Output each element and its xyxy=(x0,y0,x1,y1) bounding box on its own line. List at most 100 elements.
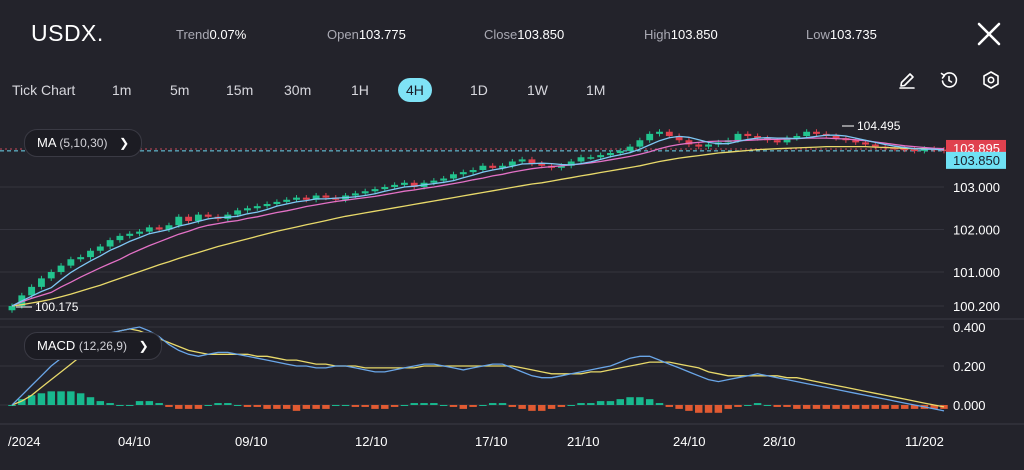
candle-body xyxy=(204,214,212,217)
tab-1d[interactable]: 1D xyxy=(470,82,488,98)
candle-body xyxy=(489,165,497,168)
macd-histogram-bar xyxy=(273,405,281,409)
price-chart[interactable]: 103.000 102.000 101.000 100.200 0.400 0.200 0.… xyxy=(0,115,1024,470)
low-value: 103.735 xyxy=(829,27,877,42)
close-icon[interactable] xyxy=(975,20,1003,48)
macd-histogram-bar xyxy=(538,405,546,411)
macd-label: MACD xyxy=(37,338,76,353)
close-value: 103.850 xyxy=(517,27,565,42)
candle-body xyxy=(803,131,811,136)
macd-histogram-bar xyxy=(67,391,75,405)
macd-histogram-bar xyxy=(518,405,526,409)
macd-histogram-bar xyxy=(802,405,811,409)
candle-body xyxy=(862,142,869,145)
price-tick-label: 102.000 xyxy=(953,223,1000,238)
macd-histogram-bar xyxy=(175,405,183,409)
macd-histogram-bar xyxy=(675,405,683,409)
macd-histogram-bar xyxy=(488,403,497,405)
tab-1w[interactable]: 1W xyxy=(527,82,548,98)
macd-histogram-bar xyxy=(459,405,468,409)
x-tick-label: 11/202 xyxy=(905,434,944,449)
macd-tick-label: 0.400 xyxy=(953,320,986,335)
candle-body xyxy=(410,182,418,187)
tab-1h[interactable]: 1H xyxy=(351,82,369,98)
candle-body xyxy=(126,233,134,236)
candle-body xyxy=(302,197,310,200)
macd-histogram-bar xyxy=(469,405,477,407)
macd-histogram-bar xyxy=(577,403,585,405)
close-label: Close xyxy=(484,27,518,42)
candle-body xyxy=(469,170,477,173)
reset-icon[interactable] xyxy=(939,70,959,90)
macd-histogram-bar xyxy=(116,405,124,406)
candle-body xyxy=(253,206,261,209)
macd-histogram-bar xyxy=(390,405,399,407)
macd-histogram-bar xyxy=(626,397,634,405)
macd-histogram-bar xyxy=(233,405,242,406)
tab-4h[interactable]: 4H xyxy=(398,78,432,102)
candle-body xyxy=(528,159,536,164)
ma30-line xyxy=(11,145,944,307)
macd-histogram-bar xyxy=(420,403,428,405)
macd-histogram-bar xyxy=(37,393,46,405)
macd-histogram-bar xyxy=(596,401,605,405)
macd-histogram-bar xyxy=(439,405,448,406)
macd-indicator-pill[interactable]: MACD (12,26,9) ❯ xyxy=(24,332,162,360)
tab-1m-month[interactable]: 1M xyxy=(586,82,606,98)
tab-5m[interactable]: 5m xyxy=(170,82,190,98)
x-tick-label: 12/10 xyxy=(355,434,388,449)
candle-body xyxy=(695,144,703,147)
macd-histogram-bar xyxy=(76,393,85,405)
macd-histogram-bar xyxy=(567,405,575,406)
high-label: High xyxy=(644,27,671,42)
candle-body xyxy=(440,178,448,181)
macd-histogram-bar xyxy=(263,405,271,409)
price-tick-label: 103.000 xyxy=(953,180,1000,195)
chart-header: USDX. Trend0.07% Open103.775 Close103.85… xyxy=(0,0,1024,66)
x-tick-label: /2024 xyxy=(8,434,41,449)
macd-histogram-bar xyxy=(243,405,252,407)
tab-1m[interactable]: 1m xyxy=(112,82,132,98)
macd-histogram-bar xyxy=(753,403,762,405)
candle-body xyxy=(77,257,85,260)
candle-body xyxy=(479,165,487,170)
candle-body xyxy=(616,150,624,153)
price-tick-label: 101.000 xyxy=(953,265,1000,280)
macd-histogram-bar xyxy=(86,397,95,405)
tab-15m[interactable]: 15m xyxy=(226,82,254,98)
macd-histogram-bar xyxy=(322,405,330,409)
macd-histogram-bar xyxy=(184,405,193,409)
macd-histogram-bar xyxy=(930,405,938,409)
candle-body xyxy=(607,153,614,156)
candle-body xyxy=(577,157,585,162)
candle-body xyxy=(891,147,899,150)
macd-histogram-bar xyxy=(871,405,880,409)
macd-histogram-bar xyxy=(616,399,624,405)
candle-body xyxy=(155,227,163,230)
candle-body xyxy=(813,131,820,134)
open-stat: Open103.775 xyxy=(327,27,406,42)
tab-tick-chart[interactable]: Tick Chart xyxy=(12,82,76,98)
candle-body xyxy=(508,161,516,166)
macd-histogram-bar xyxy=(204,405,212,406)
candle-body xyxy=(940,149,948,152)
chevron-right-icon: ❯ xyxy=(138,339,149,353)
macd-histogram-bar xyxy=(381,405,389,409)
ma-indicator-pill[interactable]: MA (5,10,30) ❯ xyxy=(24,129,143,157)
settings-icon[interactable] xyxy=(981,70,1001,90)
x-tick-label: 28/10 xyxy=(763,434,796,449)
candle-body xyxy=(322,195,330,198)
candle-body xyxy=(136,231,143,234)
macd-histogram-bar xyxy=(194,405,203,409)
candle-body xyxy=(165,225,173,230)
pencil-icon[interactable] xyxy=(897,70,917,90)
macd-histogram-bar xyxy=(135,401,144,405)
macd-histogram-bar xyxy=(793,405,801,409)
candle-body xyxy=(430,180,438,183)
macd-histogram-bar xyxy=(292,405,301,411)
tab-30m[interactable]: 30m xyxy=(284,82,312,98)
macd-histogram-bar xyxy=(106,403,114,405)
candle-body xyxy=(312,195,320,200)
candle-body xyxy=(675,136,683,141)
macd-histogram-bar xyxy=(812,405,821,409)
